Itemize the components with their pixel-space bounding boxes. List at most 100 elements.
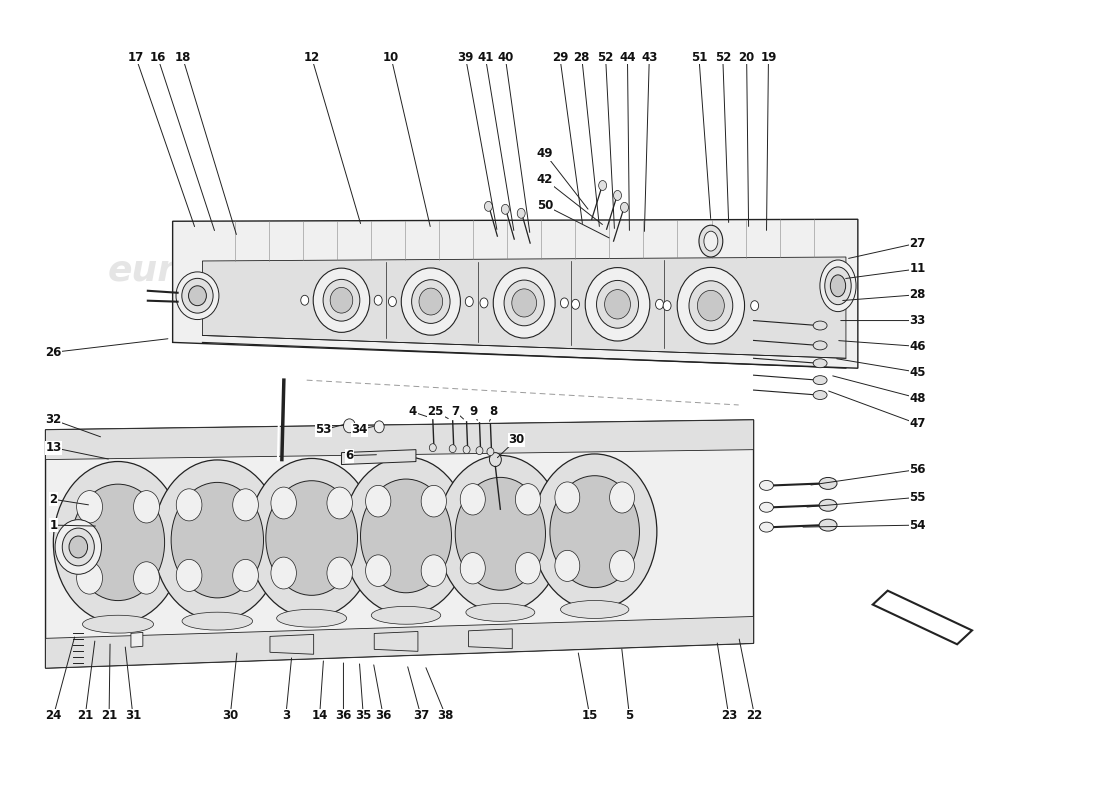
Text: 31: 31 xyxy=(124,710,141,722)
Text: 48: 48 xyxy=(910,391,926,405)
Text: 49: 49 xyxy=(537,147,553,160)
Ellipse shape xyxy=(596,281,638,328)
Polygon shape xyxy=(872,590,972,644)
Ellipse shape xyxy=(248,458,375,618)
Polygon shape xyxy=(469,629,513,649)
Text: 10: 10 xyxy=(383,51,399,64)
Text: eurospares: eurospares xyxy=(108,254,337,288)
Text: 33: 33 xyxy=(910,314,925,327)
Text: 30: 30 xyxy=(222,710,239,722)
Ellipse shape xyxy=(561,601,629,618)
Text: 30: 30 xyxy=(508,434,525,446)
Ellipse shape xyxy=(374,295,382,306)
Ellipse shape xyxy=(176,272,219,319)
Ellipse shape xyxy=(689,281,733,330)
Ellipse shape xyxy=(323,279,360,321)
Polygon shape xyxy=(131,632,143,647)
Polygon shape xyxy=(45,617,754,668)
Ellipse shape xyxy=(172,482,264,598)
Ellipse shape xyxy=(421,486,447,517)
Ellipse shape xyxy=(697,290,724,321)
Text: 34: 34 xyxy=(351,423,367,436)
Text: 19: 19 xyxy=(760,51,777,64)
Text: 50: 50 xyxy=(537,199,553,212)
Ellipse shape xyxy=(813,376,827,385)
Text: eurospares: eurospares xyxy=(505,552,734,586)
Text: 54: 54 xyxy=(910,518,926,532)
Text: 6: 6 xyxy=(345,449,353,462)
Text: 24: 24 xyxy=(45,710,62,722)
Ellipse shape xyxy=(598,181,606,190)
Ellipse shape xyxy=(480,298,488,308)
Ellipse shape xyxy=(77,490,102,523)
Text: 29: 29 xyxy=(552,51,568,64)
Polygon shape xyxy=(270,634,314,654)
Ellipse shape xyxy=(813,321,827,330)
Polygon shape xyxy=(45,420,754,459)
Ellipse shape xyxy=(463,446,470,454)
Ellipse shape xyxy=(759,502,773,512)
Ellipse shape xyxy=(455,478,546,590)
Ellipse shape xyxy=(411,280,450,323)
Text: 25: 25 xyxy=(428,406,444,418)
Ellipse shape xyxy=(388,297,396,306)
Text: 14: 14 xyxy=(311,710,328,722)
Ellipse shape xyxy=(698,226,723,257)
Ellipse shape xyxy=(554,482,580,513)
Ellipse shape xyxy=(153,460,282,620)
Ellipse shape xyxy=(438,455,563,612)
Ellipse shape xyxy=(233,559,258,591)
Ellipse shape xyxy=(560,298,569,308)
Text: 45: 45 xyxy=(910,366,926,378)
Ellipse shape xyxy=(813,390,827,399)
Text: 27: 27 xyxy=(910,237,925,250)
Ellipse shape xyxy=(476,446,483,454)
Text: 35: 35 xyxy=(355,710,372,722)
Text: 42: 42 xyxy=(537,173,553,186)
Ellipse shape xyxy=(759,481,773,490)
Ellipse shape xyxy=(813,341,827,350)
Ellipse shape xyxy=(188,286,207,306)
Ellipse shape xyxy=(449,445,456,453)
Ellipse shape xyxy=(343,419,355,433)
Ellipse shape xyxy=(512,289,537,317)
Text: 46: 46 xyxy=(910,340,926,353)
Text: 36: 36 xyxy=(375,710,392,722)
Ellipse shape xyxy=(820,499,837,511)
Ellipse shape xyxy=(365,486,390,517)
Ellipse shape xyxy=(813,358,827,368)
Ellipse shape xyxy=(750,301,759,310)
Ellipse shape xyxy=(609,550,635,582)
Ellipse shape xyxy=(532,454,657,610)
Ellipse shape xyxy=(72,484,165,601)
Ellipse shape xyxy=(372,606,441,624)
Ellipse shape xyxy=(465,297,473,306)
Text: 56: 56 xyxy=(910,463,926,476)
Ellipse shape xyxy=(585,267,650,341)
Text: 44: 44 xyxy=(619,51,636,64)
Text: 21: 21 xyxy=(77,710,94,722)
Ellipse shape xyxy=(490,453,502,466)
Text: 47: 47 xyxy=(910,418,925,430)
Ellipse shape xyxy=(656,299,663,310)
Text: 9: 9 xyxy=(470,406,477,418)
Polygon shape xyxy=(341,450,416,465)
Text: 37: 37 xyxy=(412,710,429,722)
Ellipse shape xyxy=(276,610,346,627)
Ellipse shape xyxy=(825,267,851,305)
Ellipse shape xyxy=(830,275,846,297)
Ellipse shape xyxy=(493,268,556,338)
Text: 16: 16 xyxy=(150,51,166,64)
Text: 32: 32 xyxy=(45,414,62,426)
Text: 22: 22 xyxy=(747,710,762,722)
Ellipse shape xyxy=(402,268,461,335)
Text: 2: 2 xyxy=(50,493,57,506)
Ellipse shape xyxy=(820,519,837,531)
Ellipse shape xyxy=(820,260,856,312)
Ellipse shape xyxy=(176,559,202,591)
Ellipse shape xyxy=(266,481,358,595)
Ellipse shape xyxy=(233,489,258,521)
Ellipse shape xyxy=(330,287,353,313)
Text: 18: 18 xyxy=(175,51,190,64)
Text: 7: 7 xyxy=(452,406,460,418)
